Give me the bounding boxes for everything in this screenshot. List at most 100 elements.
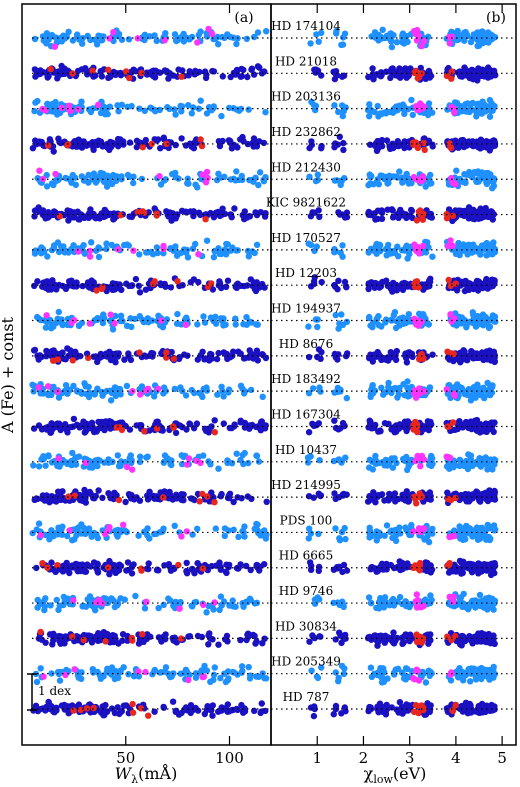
fe-ii-point — [444, 495, 452, 503]
fe-i-point — [241, 215, 248, 223]
fe-i-point — [305, 323, 312, 330]
fe-i-point — [103, 183, 111, 190]
fe-i-point — [34, 604, 41, 611]
fe-i-point — [477, 145, 484, 152]
fe-i-point — [151, 32, 158, 39]
fe-i-point — [148, 349, 155, 357]
fe-i-point — [334, 286, 341, 293]
fe-ii-point — [56, 213, 63, 220]
fe-i-point — [70, 562, 77, 570]
fe-i-point — [192, 181, 199, 188]
fe-i-point — [399, 314, 407, 321]
fe-i-point — [84, 32, 91, 40]
fe-i-point — [79, 282, 86, 290]
fe-i-point — [372, 456, 379, 463]
fe-i-point — [172, 111, 179, 118]
fe-i-point — [452, 568, 460, 575]
fe-i-point — [203, 71, 210, 79]
fe-ii-point — [449, 350, 456, 357]
fe-i-point — [401, 106, 409, 113]
fe-ii-point — [65, 106, 73, 113]
fe-i-point — [422, 183, 429, 190]
fe-i-point — [339, 112, 346, 120]
fe-i-point — [121, 356, 128, 363]
fe-i-point — [365, 181, 372, 189]
fe-i-point — [227, 176, 234, 183]
fe-i-point — [237, 417, 244, 424]
fe-i-point — [428, 214, 435, 221]
fe-i-point — [366, 313, 373, 321]
fe-i-point — [135, 532, 142, 539]
fe-i-point — [31, 282, 38, 290]
fe-i-point — [164, 104, 171, 111]
fe-i-point — [317, 388, 324, 395]
fe-i-point — [477, 391, 484, 398]
fe-ii-point — [449, 242, 456, 249]
fe-i-point — [160, 458, 168, 466]
points-layer — [29, 25, 499, 720]
fe-ii-point — [101, 530, 109, 538]
fe-i-point — [374, 642, 381, 649]
fe-i-point — [142, 136, 149, 144]
fe-i-point — [461, 171, 468, 178]
fe-i-point — [461, 207, 468, 215]
fe-i-point — [429, 525, 436, 533]
fe-i-point — [308, 562, 315, 570]
fe-ii-point — [142, 668, 149, 676]
fe-i-point — [310, 494, 317, 501]
fe-i-point — [55, 420, 63, 427]
fe-i-point — [372, 216, 379, 223]
fe-i-point — [142, 286, 150, 293]
fe-ii-point — [202, 216, 209, 223]
fe-i-point — [218, 602, 225, 609]
fe-i-point — [145, 560, 152, 567]
fe-i-point — [261, 561, 268, 568]
fe-i-point — [340, 139, 347, 147]
fe-i-point — [253, 321, 260, 328]
fe-ii-point — [141, 428, 148, 435]
fe-i-point — [47, 602, 54, 609]
fe-i-point — [201, 356, 208, 363]
fe-ii-point — [93, 287, 100, 294]
fe-i-point — [383, 68, 390, 75]
fe-i-point — [370, 351, 378, 358]
fe-i-point — [404, 418, 412, 425]
fe-i-point — [30, 462, 37, 469]
fe-i-point — [396, 168, 403, 175]
fe-ii-point — [55, 455, 62, 462]
fe-i-point — [226, 602, 234, 609]
fe-ii-point — [194, 39, 201, 46]
fe-i-point — [304, 459, 312, 466]
fe-i-point — [473, 524, 481, 531]
fe-i-point — [212, 525, 219, 532]
fe-i-point — [490, 182, 498, 190]
fe-i-point — [403, 354, 410, 362]
fe-i-point — [211, 664, 218, 671]
fe-i-point — [477, 38, 485, 45]
fe-i-point — [368, 673, 376, 681]
fe-ii-point — [452, 494, 459, 502]
fe-ii-point — [44, 383, 52, 390]
fe-ii-point — [449, 179, 456, 186]
fe-i-point — [185, 180, 192, 187]
fe-i-point — [306, 638, 313, 645]
fe-i-point — [89, 666, 97, 673]
fe-i-point — [81, 250, 89, 257]
fe-i-point — [69, 171, 77, 179]
fe-i-point — [127, 452, 134, 459]
fe-i-point — [176, 354, 183, 361]
fe-i-point — [223, 632, 231, 640]
fe-ii-point — [452, 280, 459, 287]
fe-i-point — [215, 170, 222, 177]
fe-i-point — [208, 489, 215, 496]
fe-ii-point — [420, 602, 427, 610]
fe-i-point — [161, 562, 168, 569]
fe-i-point — [453, 167, 460, 174]
fe-i-point — [62, 382, 70, 389]
fe-i-point — [63, 532, 71, 540]
fe-i-point — [166, 491, 174, 498]
fe-i-point — [489, 34, 497, 41]
fe-i-point — [375, 181, 382, 188]
fe-ii-point — [413, 638, 421, 646]
fe-i-point — [400, 381, 407, 388]
